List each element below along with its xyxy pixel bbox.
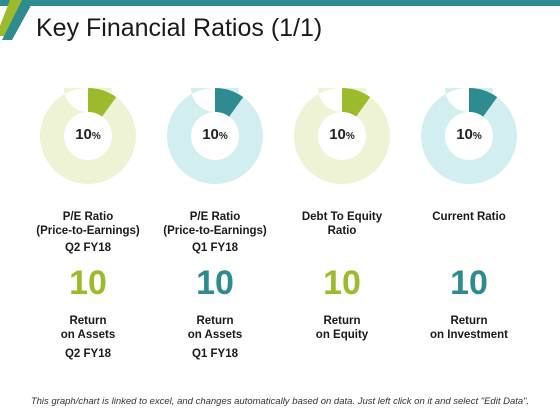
ratio-label: Current Ratio [401, 210, 537, 224]
donut-unit: % [345, 131, 355, 142]
donut-hole [64, 112, 112, 160]
ratio-label: P/E Ratio (Price-to-Earnings) [20, 210, 156, 238]
donut-slice [469, 88, 498, 117]
donut-value-label: 10% [411, 126, 527, 143]
metric-value: 10 [69, 264, 107, 302]
metric-label-line1: Return [69, 315, 107, 327]
donut-value: 10 [329, 126, 346, 143]
donut-slice [88, 88, 117, 117]
ratio-label-line1: Current Ratio [432, 211, 506, 223]
donut-value-label: 10% [284, 126, 400, 143]
metric-label-line1: Return [196, 315, 234, 327]
donut-slice [215, 88, 244, 117]
metric-label: Return on Equity [274, 314, 410, 342]
metric-period: Q2 FY18 [64, 348, 112, 360]
ratio-label-line1: P/E Ratio [189, 211, 241, 223]
metric-label-line2: on Investment [430, 329, 508, 341]
metric-value: 10 [196, 264, 234, 302]
metric-label-line1: Return [323, 315, 361, 327]
donut-unit: % [218, 131, 228, 142]
donut-chart [294, 88, 390, 184]
donut-chart [40, 88, 136, 184]
ratio-label-line2: (Price-to-Earnings) [36, 225, 140, 237]
metric-label-line2: on Assets [187, 329, 243, 341]
metric-label-line2: on Assets [60, 329, 116, 341]
metric-label: Return on Assets [147, 314, 283, 342]
donut-value: 10 [456, 126, 473, 143]
ratio-label-line2: (Price-to-Earnings) [163, 225, 267, 237]
top-bar [0, 0, 560, 6]
metric-value: 10 [450, 264, 488, 302]
donut-unit: % [91, 131, 101, 142]
metric-label-line1: Return [450, 315, 488, 327]
donut-hole [318, 112, 366, 160]
metric-label-line2: on Equity [315, 329, 369, 341]
donut-value: 10 [75, 126, 92, 143]
donut-value-label: 10% [30, 126, 146, 143]
metric-period: Q1 FY18 [191, 348, 239, 360]
ratio-period: Q2 FY18 [64, 242, 112, 254]
ratio-label: Debt To Equity Ratio [274, 210, 410, 238]
ratio-label-line2: Ratio [327, 225, 357, 237]
donut-chart [167, 88, 263, 184]
page-title: Key Financial Ratios (1/1) [36, 14, 323, 42]
donut-value-label: 10% [157, 126, 273, 143]
donut-unit: % [472, 131, 482, 142]
footer-note: This graph/chart is linked to excel, and… [30, 396, 530, 407]
donut-slice [342, 88, 371, 117]
corner-accent [0, 0, 34, 40]
metric-label: Return on Investment [401, 314, 537, 342]
ratio-label-line1: P/E Ratio [62, 211, 114, 223]
ratio-label-line1: Debt To Equity [301, 211, 383, 223]
donut-chart [421, 88, 517, 184]
ratio-label: P/E Ratio (Price-to-Earnings) [147, 210, 283, 238]
donut-value: 10 [202, 126, 219, 143]
metric-value: 10 [323, 264, 361, 302]
donut-hole [191, 112, 239, 160]
donut-hole [445, 112, 493, 160]
metric-label: Return on Assets [20, 314, 156, 342]
ratio-period: Q1 FY18 [191, 242, 239, 254]
